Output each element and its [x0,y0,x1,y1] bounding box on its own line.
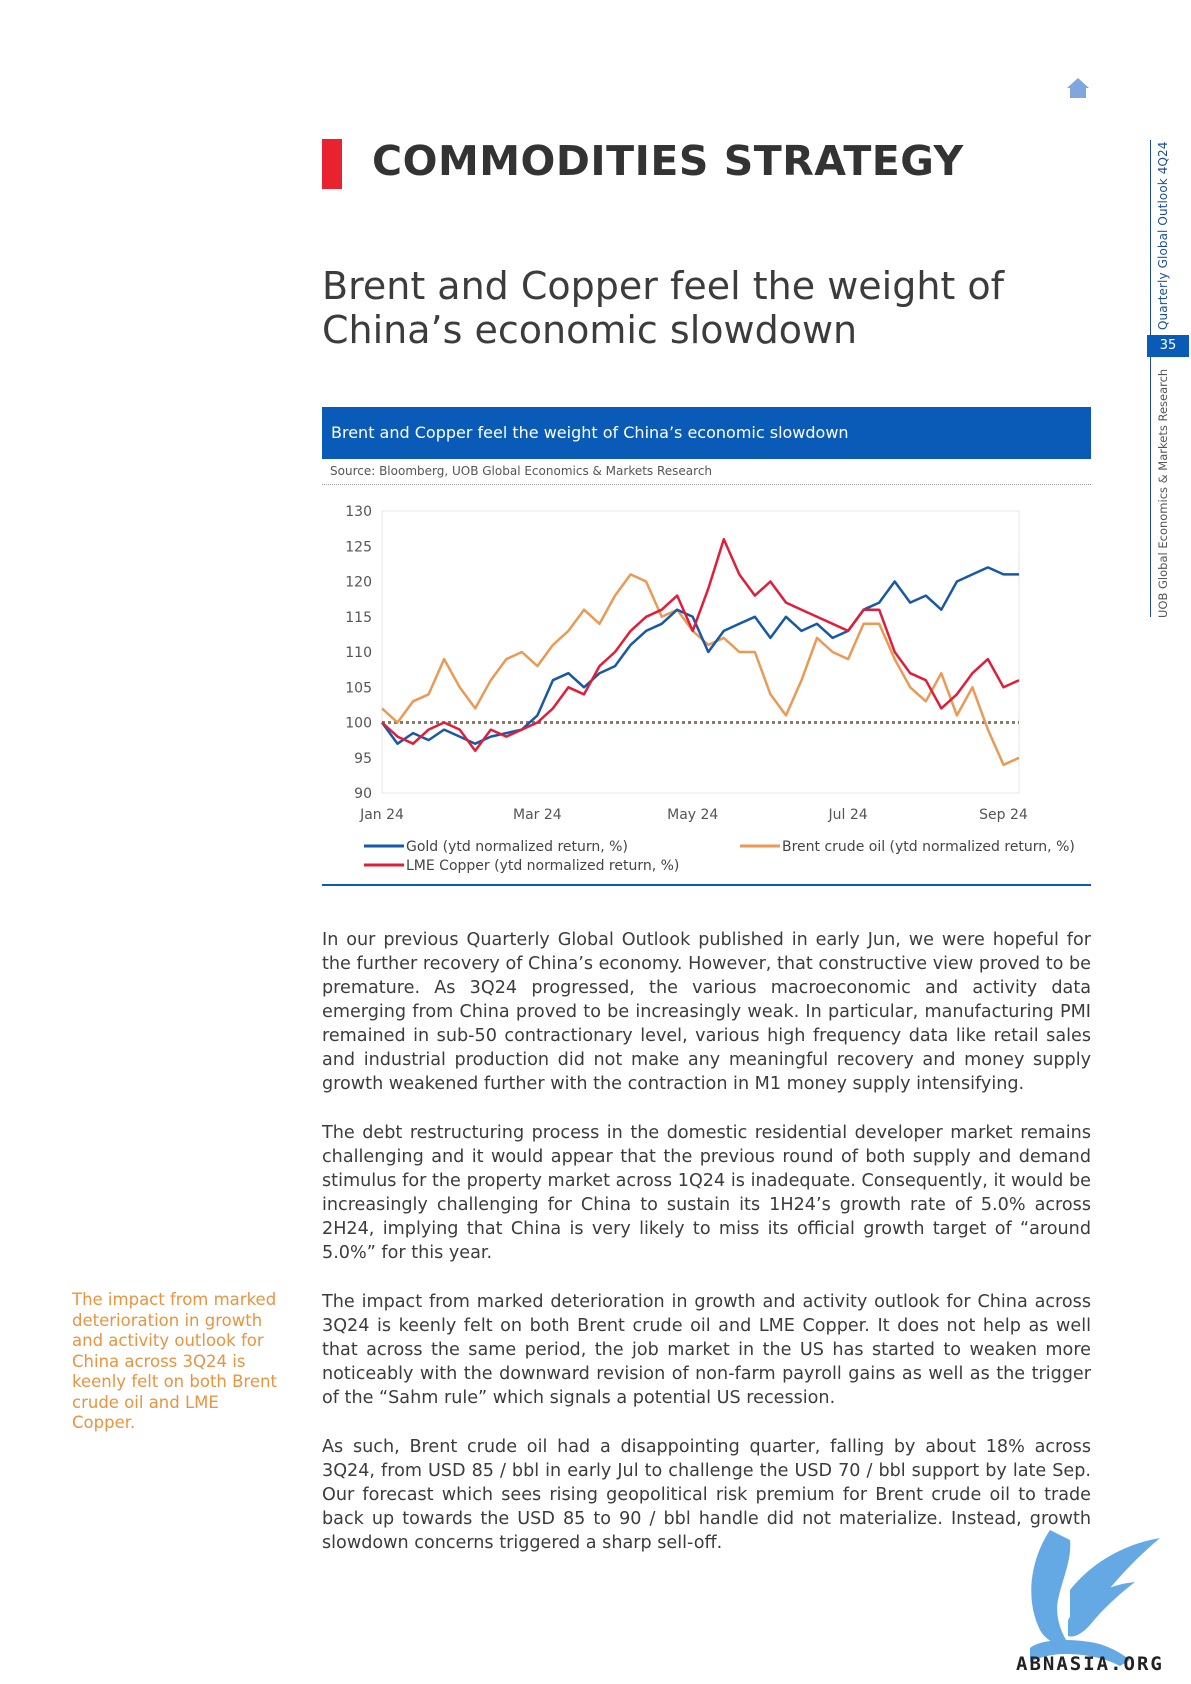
line-chart: 130 125 120 115 110 105 100 95 90 Jan 24 Mar 24 Ma… [345,504,1075,874]
y-tick-label: 95 [354,751,372,767]
article-headline: Brent and Copper feel the weight of Chin… [322,264,1005,352]
section-accent-bar [322,139,342,189]
chart-divider [322,484,1091,485]
y-tick-label: 130 [345,504,372,520]
y-tick-label: 100 [345,716,372,732]
plot-area [381,510,1020,794]
series-line-copper [381,537,1020,752]
side-divider-top [1150,140,1151,335]
series-line-brent [381,573,1020,767]
article-body: In our previous Quarterly Global Outlook… [322,928,1091,1580]
body-paragraph: The impact from marked deterioration in … [322,1292,1091,1408]
chart-bottom-rule [322,884,1091,886]
y-tick-label: 125 [345,539,372,555]
chart-title-banner: Brent and Copper feel the weight of Chin… [322,407,1091,459]
y-tick-label: 110 [345,645,372,661]
legend-label-gold: Gold (ytd normalized return, %) [406,839,628,855]
publisher-name: UOB Global Economics & Markets Research [1156,368,1170,618]
body-paragraph: The debt restructuring process in the do… [322,1123,1091,1263]
y-tick-label: 120 [345,575,372,591]
body-paragraph: In our previous Quarterly Global Outlook… [322,930,1091,1094]
series-line-gold [380,566,1019,745]
page-number: 35 [1147,335,1189,357]
chart-legend: Gold (ytd normalized return, %) LME Copp… [364,839,1075,874]
home-icon[interactable] [1066,76,1090,100]
legend-label-copper: LME Copper (ytd normalized return, %) [406,858,679,874]
section-title: COMMODITIES STRATEGY [372,137,964,185]
watermark-text: ABNASIA.ORG [1016,1653,1164,1675]
side-divider-bottom [1150,357,1151,617]
x-tick-label: Jan 24 [359,807,404,823]
x-tick-label: Sep 24 [979,807,1028,823]
watermark-logo [1030,1530,1160,1666]
legend-label-brent: Brent crude oil (ytd normalized return, … [782,839,1075,855]
x-tick-label: Mar 24 [513,807,562,823]
y-tick-label: 90 [354,786,372,802]
y-tick-label: 105 [345,680,372,696]
y-tick-label: 115 [345,610,372,626]
chart-source: Source: Bloomberg, UOB Global Economics … [330,464,713,478]
x-tick-label: May 24 [667,807,718,823]
x-tick-label: Jul 24 [828,807,868,823]
publication-title: Quarterly Global Outlook 4Q24 [1156,141,1170,331]
body-paragraph: As such, Brent crude oil had a disappoin… [322,1437,1091,1553]
pull-quote: The impact from marked deterioration in … [72,1290,277,1432]
